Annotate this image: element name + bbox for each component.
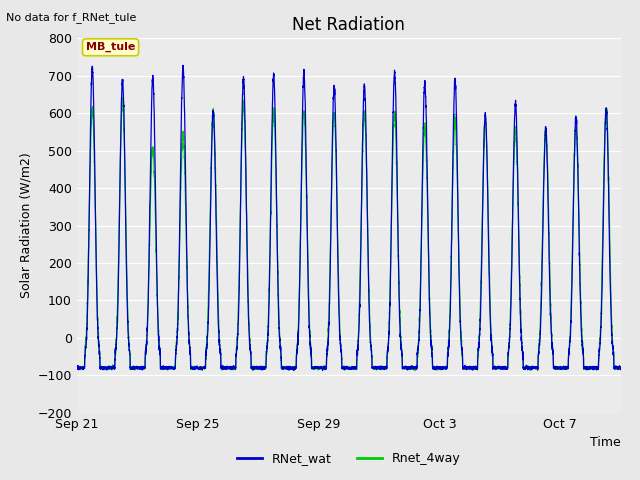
Rnet_4way bbox=[249, 368, 257, 373]
Rnet_4way bbox=[617, 367, 625, 373]
Rnet_4way bbox=[119, 95, 127, 100]
Text: MB_tule: MB_tule bbox=[86, 42, 135, 52]
RNet_wat bbox=[173, 329, 181, 335]
RNet_wat bbox=[73, 365, 81, 371]
Rnet_4way bbox=[73, 365, 81, 371]
Rnet_4way bbox=[397, 334, 404, 340]
Line: RNet_wat: RNet_wat bbox=[77, 65, 621, 371]
X-axis label: Time: Time bbox=[590, 436, 621, 449]
RNet_wat bbox=[255, 364, 263, 370]
Rnet_4way bbox=[95, 341, 102, 347]
Legend: RNet_wat, Rnet_4way: RNet_wat, Rnet_4way bbox=[232, 447, 466, 470]
Rnet_4way bbox=[173, 327, 181, 333]
Title: Net Radiation: Net Radiation bbox=[292, 16, 405, 34]
RNet_wat bbox=[95, 342, 102, 348]
Line: Rnet_4way: Rnet_4way bbox=[77, 97, 621, 371]
RNet_wat bbox=[397, 336, 404, 342]
Rnet_4way bbox=[255, 365, 263, 371]
RNet_wat bbox=[617, 365, 625, 371]
RNet_wat bbox=[179, 62, 187, 68]
RNet_wat bbox=[611, 366, 619, 372]
RNet_wat bbox=[170, 365, 178, 371]
Rnet_4way bbox=[170, 363, 178, 369]
Rnet_4way bbox=[611, 365, 619, 371]
RNet_wat bbox=[290, 368, 298, 373]
Y-axis label: Solar Radiation (W/m2): Solar Radiation (W/m2) bbox=[19, 153, 32, 299]
Text: No data for f_RNet_tule: No data for f_RNet_tule bbox=[6, 12, 137, 23]
